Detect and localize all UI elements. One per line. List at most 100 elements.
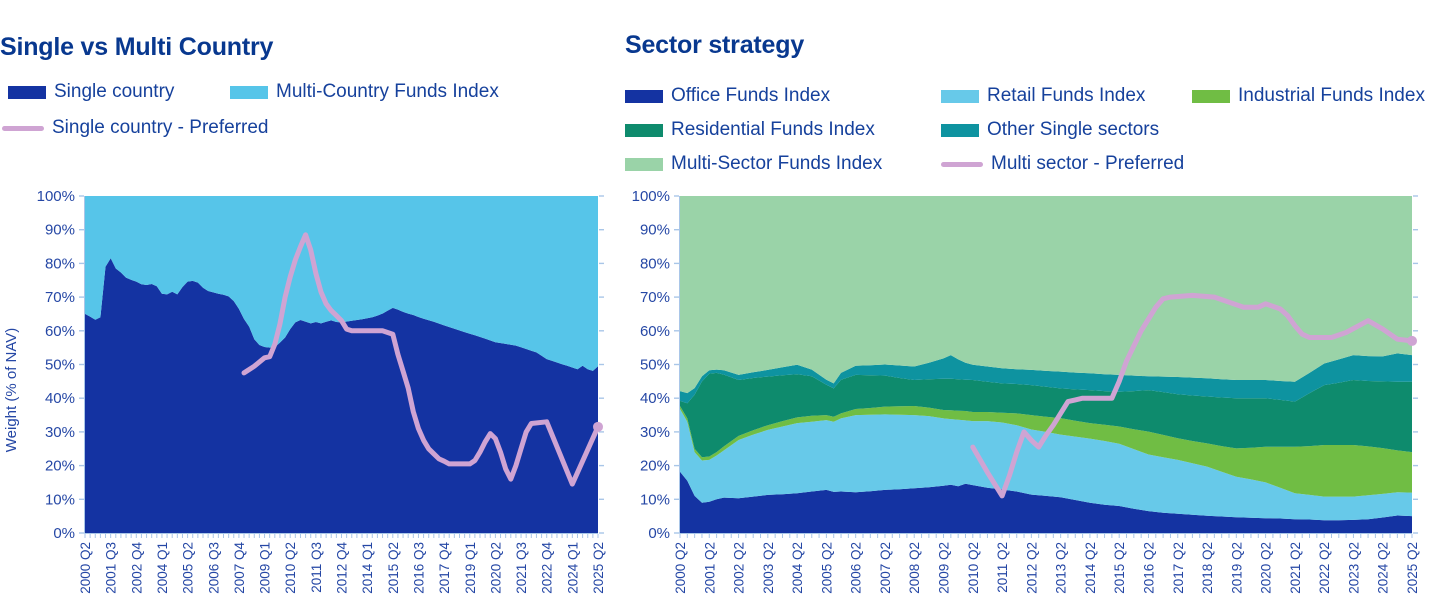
x-tick-label: 2006 Q3 — [206, 542, 221, 594]
legend-item-residential: Residential Funds Index — [625, 119, 875, 141]
x-tick-label: 2012 Q4 — [335, 542, 350, 594]
y-tick-label: 10% — [45, 491, 75, 508]
multi-sector-swatch — [625, 157, 663, 171]
x-tick-label: 2025 Q2 — [591, 542, 606, 594]
y-tick-label: 10% — [640, 491, 670, 508]
y-tick-label: 70% — [640, 289, 670, 306]
x-tick-label: 2009 Q2 — [937, 542, 952, 594]
y-tick-label: 30% — [45, 424, 75, 441]
x-tick-label: 2015 Q2 — [386, 542, 401, 594]
legend-label: Multi-Country Funds Index — [276, 81, 499, 102]
x-tick-label: 2021 Q3 — [514, 542, 529, 594]
y-tick-label: 20% — [640, 458, 670, 475]
legend-label: Multi-Sector Funds Index — [671, 153, 883, 174]
x-tick-label: 2016 Q3 — [411, 542, 426, 594]
legend-item-office: Office Funds Index — [625, 85, 830, 107]
multi-sector-preferred-swatch — [941, 161, 983, 167]
y-tick-label: 90% — [45, 222, 75, 239]
legend-label: Office Funds Index — [671, 85, 831, 106]
residential-swatch — [625, 123, 663, 137]
y-tick-label: 30% — [640, 424, 670, 441]
x-tick-label: 2022 Q2 — [1317, 542, 1332, 594]
other-single-sectors-swatch — [941, 123, 979, 137]
x-tick-label: 2017 Q2 — [1171, 542, 1186, 594]
y-tick-label: 40% — [45, 390, 75, 407]
y-tick-label: 80% — [640, 255, 670, 272]
line-end-marker — [593, 421, 603, 432]
x-tick-label: 2019 Q2 — [1229, 542, 1244, 594]
retail-swatch — [941, 89, 979, 103]
x-tick-label: 2005 Q2 — [181, 542, 196, 594]
area-retail-funds-index — [680, 409, 1412, 521]
x-tick-label: 2006 Q2 — [849, 542, 864, 594]
area-industrial-funds-index — [680, 406, 1412, 497]
legend-label: Other Single sectors — [987, 119, 1160, 140]
legend-item-multi-sector-preferred: Multi sector - Preferred — [941, 153, 1184, 175]
x-tick-label: 2011 Q3 — [309, 542, 324, 593]
x-tick-label: 2022 Q4 — [540, 542, 555, 594]
x-tick-label: 2024 Q2 — [1376, 542, 1391, 594]
y-tick-label: 100% — [632, 188, 670, 205]
legend-label: Multi sector - Preferred — [991, 153, 1185, 174]
x-tick-label: 2024 Q1 — [565, 542, 580, 594]
legend-label: Industrial Funds Index — [1238, 85, 1425, 106]
x-tick-label: 2001 Q2 — [702, 542, 717, 594]
right-chart-title: Sector strategy — [625, 31, 805, 59]
area-multi-sector-funds-index — [680, 196, 1412, 394]
y-axis-title: Weight (% of NAV) — [3, 328, 20, 452]
legend-label: Single country - Preferred — [52, 117, 269, 138]
legend-item-single-country-preferred: Single country - Preferred — [2, 117, 269, 139]
x-tick-label: 2001 Q3 — [104, 542, 119, 594]
y-tick-label: 0% — [53, 525, 75, 542]
x-tick-label: 2005 Q2 — [819, 542, 834, 594]
y-tick-label: 20% — [45, 458, 75, 475]
industrial-swatch — [1192, 89, 1230, 103]
legend-item-retail: Retail Funds Index — [941, 85, 1145, 107]
x-tick-label: 2014 Q1 — [360, 542, 375, 594]
x-tick-label: 2016 Q2 — [1141, 542, 1156, 594]
line-end-marker — [1407, 335, 1417, 346]
area-multi-country-funds-index — [85, 196, 598, 371]
area-other-single-sectors — [680, 353, 1412, 404]
x-tick-label: 2014 Q2 — [1083, 542, 1098, 594]
legend-item-other-single-sectors: Other Single sectors — [941, 119, 1159, 141]
x-tick-label: 2002 Q2 — [732, 542, 747, 594]
left-chart-title: Single vs Multi Country — [0, 33, 274, 61]
area-office-funds-index — [680, 471, 1412, 533]
y-tick-label: 60% — [640, 323, 670, 340]
x-tick-label: 2000 Q2 — [78, 542, 93, 594]
y-tick-label: 40% — [640, 390, 670, 407]
preferred-line-multi-sector-preferred — [970, 292, 1415, 499]
x-tick-label: 2010 Q2 — [283, 542, 298, 594]
legend-item-multi-sector: Multi-Sector Funds Index — [625, 153, 882, 175]
legend-item-industrial: Industrial Funds Index — [1192, 85, 1425, 107]
y-tick-label: 100% — [37, 188, 75, 205]
single-country-preferred-swatch — [2, 125, 44, 131]
x-tick-label: 2008 Q2 — [907, 542, 922, 594]
x-tick-label: 2012 Q2 — [1024, 542, 1039, 594]
legend-label: Residential Funds Index — [671, 119, 875, 140]
x-tick-label: 2020 Q2 — [1259, 542, 1274, 594]
x-tick-label: 2011 Q2 — [995, 542, 1010, 593]
y-tick-label: 0% — [648, 525, 670, 542]
x-tick-label: 2025 Q2 — [1405, 542, 1420, 594]
y-tick-label: 50% — [45, 357, 75, 374]
y-tick-label: 70% — [45, 289, 75, 306]
legend-item-multi-country: Multi-Country Funds Index — [230, 81, 499, 103]
x-tick-label: 2021 Q2 — [1288, 542, 1303, 594]
x-tick-label: 2009 Q1 — [258, 542, 273, 594]
x-tick-label: 2013 Q2 — [1054, 542, 1069, 594]
x-tick-label: 2007 Q2 — [878, 542, 893, 594]
x-tick-label: 2010 Q2 — [966, 542, 981, 594]
x-tick-label: 2015 Q2 — [1112, 542, 1127, 594]
legend-label: Retail Funds Index — [987, 85, 1146, 106]
x-tick-label: 2004 Q1 — [155, 542, 170, 594]
y-tick-label: 50% — [640, 357, 670, 374]
y-tick-label: 60% — [45, 323, 75, 340]
y-tick-label: 80% — [45, 255, 75, 272]
single-country-swatch — [8, 85, 46, 99]
preferred-line-single-country-preferred — [241, 232, 601, 487]
x-tick-label: 2018 Q2 — [1200, 542, 1215, 594]
